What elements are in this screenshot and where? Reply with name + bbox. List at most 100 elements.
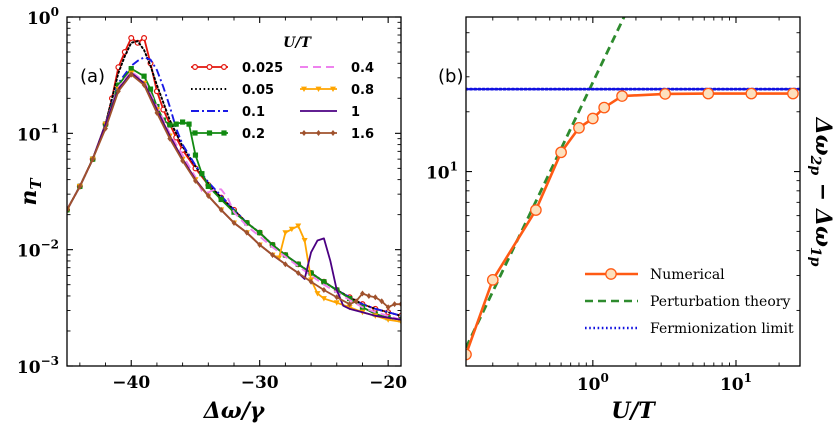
a-point-1-6-1 [77, 183, 83, 190]
b-line-perturbation-theory [466, 17, 626, 349]
b-point-numerical-7 [616, 90, 628, 102]
b-point-numerical-11 [787, 87, 799, 100]
a-point-1-6-13 [231, 219, 237, 226]
panel-a-ylabel: nT [16, 177, 45, 206]
a-point-0-8-17 [275, 255, 282, 261]
a-point-1-6-24 [360, 290, 365, 297]
panel-b-label: (b) [438, 66, 463, 87]
a-legend-label-0-025: 0.025 [242, 61, 283, 76]
a-point-0-2-14 [192, 152, 199, 158]
a-legend-label-1-6: 1.6 [351, 127, 374, 142]
a-point-0-2-17 [218, 196, 224, 203]
a-ytick-label-3: 100 [27, 5, 59, 29]
a-point-1-6-22 [347, 301, 353, 308]
b-ytick-label-0-base: 10 [426, 164, 450, 184]
b-legend-label-numerical: Numerical [650, 267, 725, 283]
a-point-0-2-12 [180, 119, 186, 125]
a-point-0-2-5 [128, 66, 134, 72]
b-line-numerical [466, 92, 793, 355]
a-point-1-6-7 [154, 109, 160, 116]
a-point-1-6-8 [167, 135, 173, 142]
a-legend-marker [206, 63, 213, 70]
a-point-0-2-13 [186, 121, 192, 127]
a-ytick-label-0-exp: −3 [41, 354, 59, 368]
a-point-0-8-26 [346, 304, 353, 311]
a-point-1-6-14 [244, 229, 250, 236]
b-point-numerical-5 [586, 112, 599, 125]
b-point-numerical-9 [702, 87, 715, 100]
panel-b-xlabel: U/T [611, 398, 656, 424]
a-point-0-025-7 [128, 34, 135, 41]
b-point-numerical-3 [555, 146, 567, 159]
a-point-1-6-19 [308, 278, 314, 285]
a-point-0-8-20 [295, 223, 302, 229]
a-point-1-6-25 [366, 292, 372, 299]
a-point-0-2-15 [199, 171, 205, 177]
b-point-numerical-2 [530, 204, 542, 216]
a-point-1-6-2 [90, 156, 96, 163]
a-point-0-2-21 [269, 242, 276, 248]
a-legend-marker [316, 130, 321, 136]
a-point-0-8-25 [333, 300, 340, 306]
a-legend-marker [221, 130, 227, 136]
ylabel-b-sub1: 2p [807, 155, 823, 176]
a-point-1-6-23 [353, 298, 359, 305]
a-point-1-6-20 [321, 287, 327, 294]
a-point-1-6-17 [282, 261, 288, 268]
b-xtick-label-0: 100 [577, 371, 609, 395]
a-legend-label-0-4: 0.4 [351, 61, 374, 76]
b-legend-item-fermionization-limit: Fermionization limit [585, 321, 794, 337]
a-legend-item-0-025: 0.025 [191, 61, 283, 76]
a-ytick-label-2-exp: −1 [41, 121, 59, 135]
b-point-numerical-1 [486, 274, 499, 286]
b-xtick-label-1-exp: 1 [744, 371, 752, 385]
b-xtick-label-1: 101 [720, 371, 752, 395]
a-point-0-2-16 [205, 183, 211, 189]
a-point-1-6-3 [103, 125, 108, 132]
a-legend-item-1-6: 1.6 [300, 127, 374, 142]
a-legend-marker [301, 86, 307, 92]
a-ytick-label-0-base: 10 [17, 358, 41, 378]
a-legend-marker [315, 86, 322, 92]
a-legend-marker [301, 130, 307, 136]
a-point-1-6-21 [334, 294, 340, 301]
a-point-0-8-21 [301, 238, 308, 244]
a-point-0-2-6 [141, 73, 147, 79]
a-point-0-2-22 [282, 252, 288, 258]
a-point-1-6-4 [115, 88, 121, 95]
a-ytick-label-1: 10−2 [17, 238, 59, 262]
b-legend-item-perturbation-theory: Perturbation theory [585, 294, 790, 310]
a-point-1-6-28 [385, 304, 391, 311]
a-point-1-6-18 [295, 270, 301, 277]
a-point-0-8-24 [320, 296, 327, 302]
panel-a-legend: U/T0.025 0.05 0.1 0.2 0.4 0.8 1 1.6 [191, 35, 374, 142]
a-xtick-label-0: −40 [112, 373, 150, 393]
b-ytick-label-0-exp: 1 [450, 160, 458, 174]
a-point-0-2-4 [115, 82, 121, 88]
panel-b-ylabel: Δω2p − Δω1p [807, 117, 836, 267]
a-legend-label-0-2: 0.2 [242, 127, 265, 142]
a-legend-label-0-05: 0.05 [242, 83, 274, 98]
a-ytick-label-3-exp: 0 [51, 5, 59, 19]
a-legend-item-0-4: 0.4 [300, 61, 374, 76]
a-point-0-2-7 [147, 86, 154, 92]
panel-a-ylabel-main: n [16, 190, 42, 206]
a-legend-item-0-2: 0.2 [191, 127, 265, 142]
panel-a-xlabel: Δω/γ [203, 398, 266, 424]
b-xtick-label-0-exp: 0 [600, 371, 608, 385]
b-xtick-label-1-base: 10 [720, 375, 744, 395]
a-point-1-6-10 [193, 177, 198, 184]
a-point-0-8-19 [288, 226, 295, 233]
panel-a-series [67, 34, 401, 325]
a-ytick-label-0: 10−3 [17, 354, 59, 378]
b-point-numerical-0 [466, 348, 472, 361]
a-ytick-label-2: 10−1 [17, 121, 59, 145]
a-legend-item-1: 1 [300, 105, 360, 120]
a-ytick-label-1-exp: −2 [41, 238, 59, 252]
panel-b-frame [465, 16, 801, 367]
a-point-0-8-18 [282, 230, 289, 236]
